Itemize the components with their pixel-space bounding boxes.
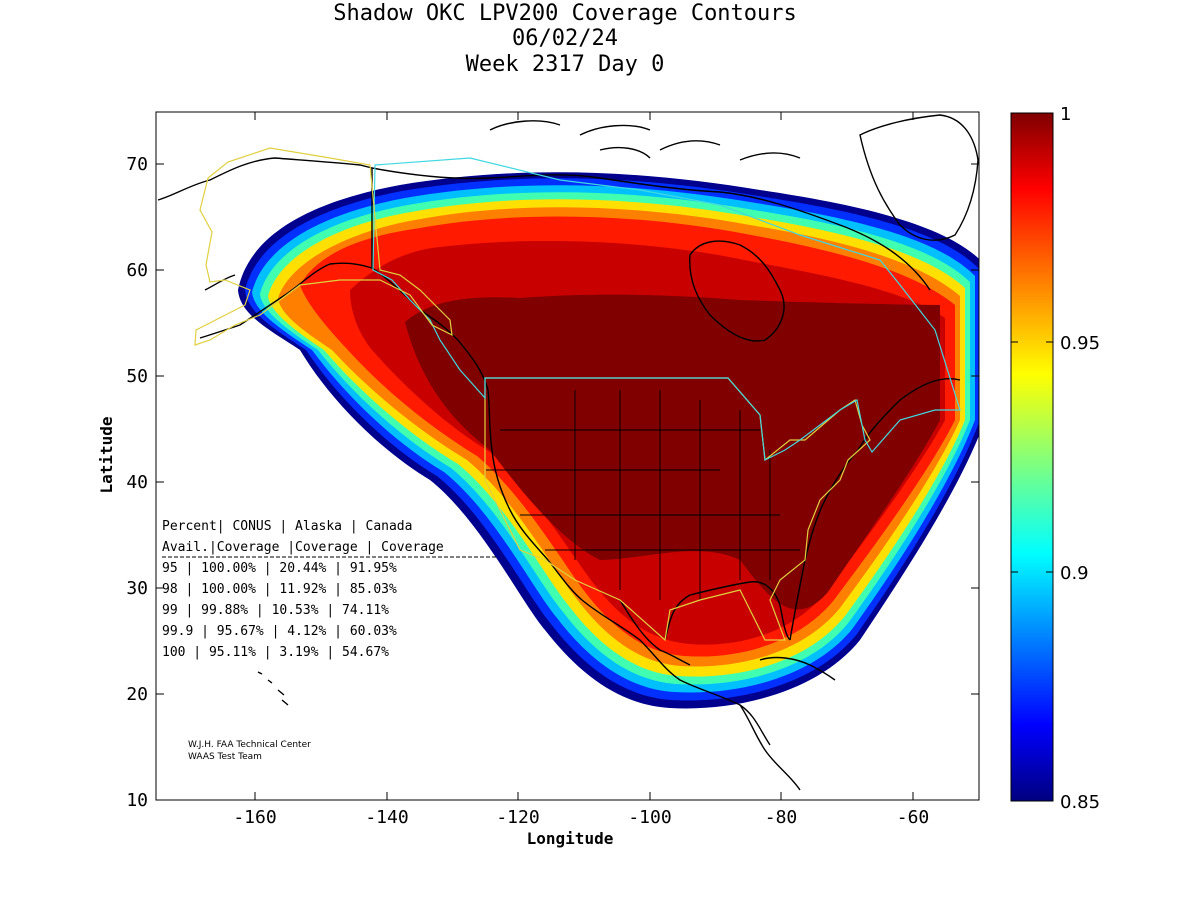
colorbar: 1 0.95 0.9 0.85 — [1010, 104, 1100, 813]
x-tick-label: -60 — [897, 807, 930, 828]
map-plot-area — [156, 112, 979, 800]
mexico-coast — [581, 599, 771, 746]
table-row: 95 | 100.00% | 20.44% | 91.95% — [162, 561, 397, 576]
y-tick-label: 70 — [126, 154, 148, 175]
colorbar-tick-label: 0.85 — [1060, 792, 1100, 813]
table-row: 99.9 | 95.67% | 4.12% | 60.03% — [162, 624, 397, 639]
y-axis-label: Latitude — [97, 416, 116, 493]
y-tick-label: 20 — [126, 684, 148, 705]
colorbar-tick-label: 0.9 — [1060, 563, 1089, 584]
credit-line-1: W.J.H. FAA Technical Center — [188, 740, 311, 750]
x-tick-labels: -160 -140 -120 -100 -80 -60 — [233, 807, 929, 828]
coastlines — [157, 114, 979, 791]
greenland-coast — [859, 114, 979, 241]
coverage-contours — [238, 172, 979, 709]
canada-service-boundary — [372, 157, 961, 461]
x-axis-label: Longitude — [527, 829, 614, 848]
hawaii-islands — [257, 671, 289, 706]
central-america-coast — [739, 704, 801, 791]
y-tick-label: 60 — [126, 260, 148, 281]
table-row: 99 | 99.88% | 10.53% | 74.11% — [162, 603, 389, 618]
canada-arctic-coast — [371, 167, 931, 291]
hudson-bay — [689, 240, 785, 342]
y-tick-label: 40 — [126, 472, 148, 493]
state-boundaries — [486, 390, 800, 600]
y-tick-labels: 10 20 30 40 50 60 70 — [126, 154, 148, 811]
colorbar-gradient — [1010, 112, 1054, 802]
title-line-2: 06/02/24 — [512, 26, 618, 51]
x-tick-label: -140 — [365, 807, 408, 828]
x-tick-label: -160 — [233, 807, 276, 828]
y-tick-label: 10 — [126, 790, 148, 811]
alaska-service-boundary — [194, 147, 453, 346]
cuba-coast — [759, 656, 836, 681]
conus-service-boundary — [484, 377, 871, 642]
gulf-coast — [664, 581, 791, 641]
plot-frame — [155, 111, 980, 801]
title-line-1: Shadow OKC LPV200 Coverage Contours — [333, 1, 797, 26]
table-header-1: Percent| CONUS | Alaska | Canada — [162, 519, 412, 534]
arctic-islands — [489, 120, 801, 161]
colorbar-tick-label: 1 — [1060, 104, 1071, 125]
atlantic-coast — [789, 378, 961, 641]
y-tick-label: 50 — [126, 366, 148, 387]
coverage-table: Percent| CONUS | Alaska | Canada Avail.|… — [162, 519, 498, 660]
title-line-3: Week 2317 Day 0 — [466, 52, 665, 77]
x-tick-label: -120 — [496, 807, 539, 828]
y-tick-label: 30 — [126, 578, 148, 599]
table-header-2: Avail.|Coverage |Coverage | Coverage — [162, 540, 444, 555]
colorbar-tick-label: 0.95 — [1060, 333, 1100, 354]
x-tick-label: -100 — [628, 807, 671, 828]
table-row: 98 | 100.00% | 11.92% | 85.03% — [162, 582, 397, 597]
axis-ticks — [156, 112, 979, 801]
table-row: 100 | 95.11% | 3.19% | 54.67% — [162, 645, 389, 660]
coverage-band-100 — [405, 294, 940, 610]
x-tick-label: -80 — [765, 807, 798, 828]
credit-line-2: WAAS Test Team — [188, 752, 262, 762]
